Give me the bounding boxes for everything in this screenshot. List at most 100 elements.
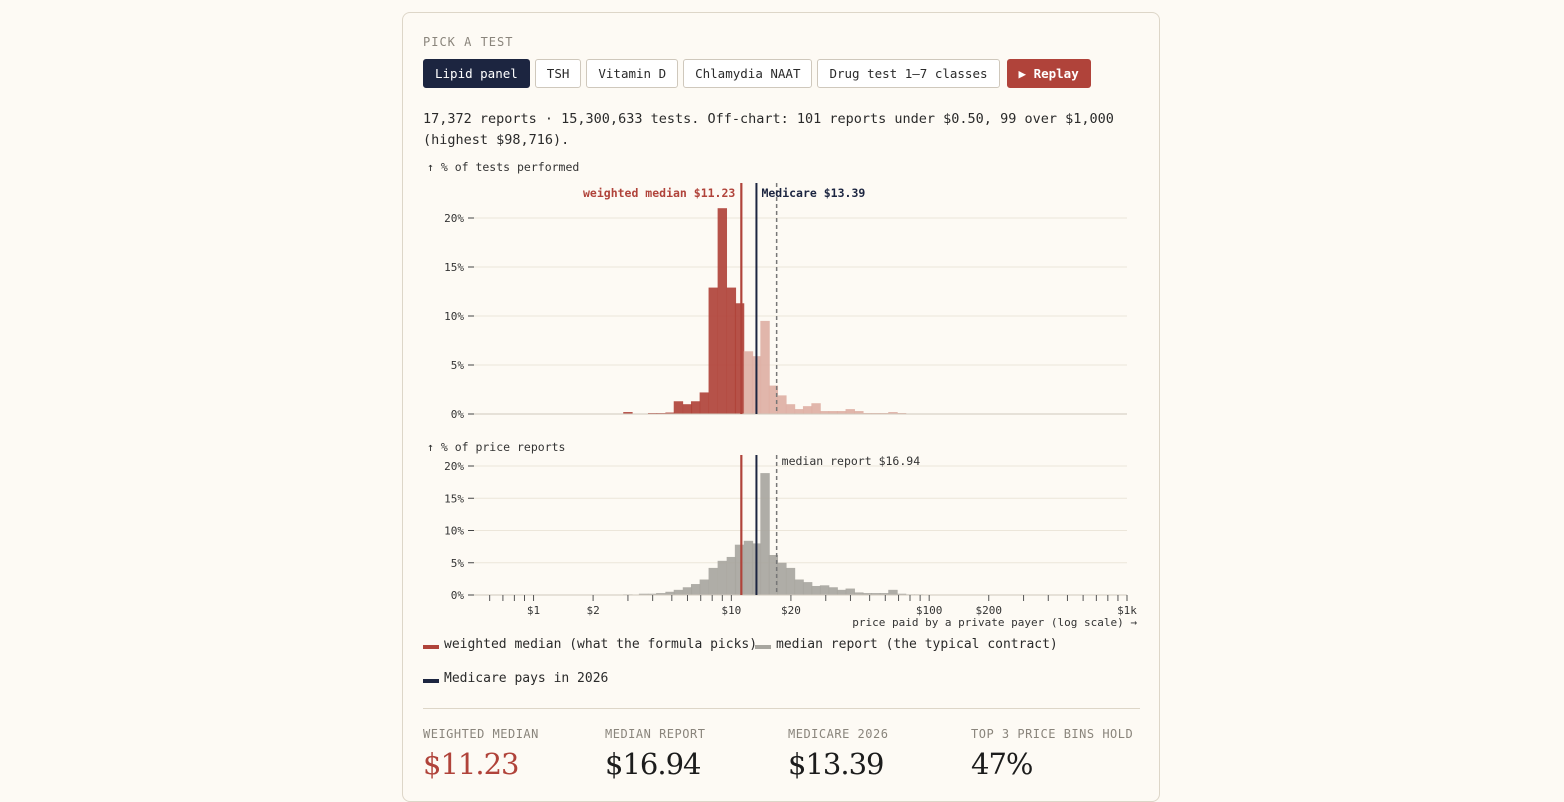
test-button-drug-test[interactable]: Drug test 1–7 classes: [817, 59, 1000, 88]
legend-label-median-report: median report (the typical contract): [776, 637, 1058, 652]
stat-label: MEDIAN REPORT: [605, 727, 706, 741]
legend-item-median-report: median report (the typical contract): [755, 637, 1058, 652]
histogram-bar: [656, 593, 666, 595]
y-tick-label: 10%: [444, 310, 464, 323]
histogram-bar: [785, 567, 796, 595]
histogram-bar: [623, 412, 633, 414]
y-tick-label: 15%: [444, 492, 464, 505]
y-axis-label: ↑ % of price reports: [427, 440, 565, 454]
y-tick-label: 5%: [451, 359, 465, 372]
histogram-bar: [734, 303, 745, 414]
stat-label: MEDICARE 2026: [788, 727, 889, 741]
y-tick-label: 0%: [451, 589, 465, 602]
histogram-bar: [819, 411, 830, 414]
histogram-bar: [836, 589, 847, 595]
stat-top-bins: TOP 3 PRICE BINS HOLD 47%: [971, 727, 1133, 781]
histogram-bar: [760, 473, 770, 595]
histogram-bar: [854, 411, 864, 414]
histogram-bar: [768, 385, 779, 414]
histogram-bar: [638, 593, 649, 595]
histogram-bar: [802, 582, 813, 595]
histogram-bar: [665, 591, 675, 595]
x-tick-label: $10: [721, 604, 741, 617]
histogram-bar: [845, 588, 855, 595]
histogram-bar: [743, 351, 754, 414]
x-axis-label: price paid by a private payer (log scale…: [852, 616, 1137, 629]
histogram-bar: [888, 589, 898, 595]
histogram-bar: [682, 404, 693, 414]
test-button-tsh[interactable]: TSH: [534, 59, 582, 88]
stat-label: TOP 3 PRICE BINS HOLD: [971, 727, 1134, 741]
x-tick-label: $200: [975, 604, 1002, 617]
histogram-bar: [682, 587, 693, 595]
y-tick-label: 10%: [444, 525, 464, 538]
price-histograms: ↑ % of tests performed 20% 15% 10% 5% 0% ↑ % o…: [427, 160, 1137, 629]
legend-label-medicare: Medicare pays in 2026: [444, 671, 609, 686]
medicare-annotation: Medicare $13.39: [761, 186, 865, 200]
histogram-bar: [699, 579, 710, 595]
histogram-bar: [828, 411, 838, 414]
x-tick-label: $100: [916, 604, 943, 617]
histogram-bar: [717, 560, 728, 595]
x-tick-label: $2: [586, 604, 599, 617]
histogram-bar: [726, 287, 737, 414]
histogram-bar: [854, 592, 864, 595]
histogram-bar: [896, 593, 907, 595]
histogram-bar: [785, 404, 796, 414]
x-tick-label: $1: [527, 604, 540, 617]
test-button-lipid-panel[interactable]: Lipid panel: [423, 59, 530, 88]
histogram-bar: [845, 409, 855, 414]
legend-label-weighted-median: weighted median (what the formula picks): [444, 637, 758, 652]
histogram-bar: [726, 556, 737, 595]
histogram-bar: [699, 392, 710, 414]
histogram-bar: [888, 412, 898, 414]
histogram-bar: [879, 593, 890, 595]
stats-divider: [423, 708, 1140, 709]
histogram-bar: [673, 589, 684, 595]
stat-value: 47%: [971, 747, 1033, 781]
replay-button[interactable]: ▶ Replay: [1006, 59, 1091, 88]
histogram-bar: [708, 567, 718, 595]
histogram-bar: [647, 593, 658, 595]
median-report-annotation: median report $16.94: [782, 454, 921, 468]
histogram-bar: [717, 208, 728, 414]
histogram-bar: [777, 395, 787, 414]
y-axis-label: ↑ % of tests performed: [427, 160, 579, 174]
histogram-bar: [734, 544, 745, 595]
histogram-bar: [811, 403, 821, 414]
stat-value: $16.94: [605, 747, 701, 781]
histogram-bar: [819, 585, 830, 595]
weighted-median-swatch: [423, 644, 439, 649]
y-tick-label: 15%: [444, 261, 464, 274]
x-tick-label: $20: [781, 604, 801, 617]
y-tick-label: 5%: [451, 557, 465, 570]
histogram-bar: [673, 401, 684, 414]
histogram-bar: [862, 593, 873, 595]
stat-label: WEIGHTED MEDIAN: [423, 727, 539, 741]
test-button-chlamydia-naat[interactable]: Chlamydia NAAT: [683, 59, 813, 88]
weighted-median-annotation: weighted median $11.23: [583, 186, 735, 200]
y-tick-label: 20%: [444, 460, 464, 473]
stat-value: $11.23: [423, 747, 519, 781]
histogram-bar: [768, 555, 779, 595]
x-tick-label: $1k: [1117, 604, 1137, 617]
y-tick-label: 20%: [444, 212, 464, 225]
test-picker: Lipid panel TSH Vitamin D Chlamydia NAAT…: [423, 59, 1091, 88]
histogram-bar: [828, 587, 838, 595]
histogram-bar: [743, 540, 754, 595]
histogram-bar: [760, 320, 770, 414]
pick-test-label: PICK A TEST: [423, 35, 514, 49]
summary-text: 17,372 reports · 15,300,633 tests. Off-c…: [423, 111, 1114, 148]
medicare-swatch: [423, 678, 439, 683]
median-report-swatch: [755, 644, 771, 649]
histogram-bar: [871, 593, 881, 595]
histogram-bar: [802, 406, 813, 414]
histogram-bar: [665, 412, 675, 414]
test-button-vitamin-d[interactable]: Vitamin D: [586, 59, 679, 88]
histogram-bar: [690, 401, 701, 414]
histogram-bar: [811, 585, 821, 595]
legend-item-medicare: Medicare pays in 2026: [423, 671, 608, 686]
stat-median-report: MEDIAN REPORT $16.94: [605, 727, 705, 781]
stat-weighted-median: WEIGHTED MEDIAN $11.23: [423, 727, 539, 781]
histogram-bar: [777, 562, 787, 595]
